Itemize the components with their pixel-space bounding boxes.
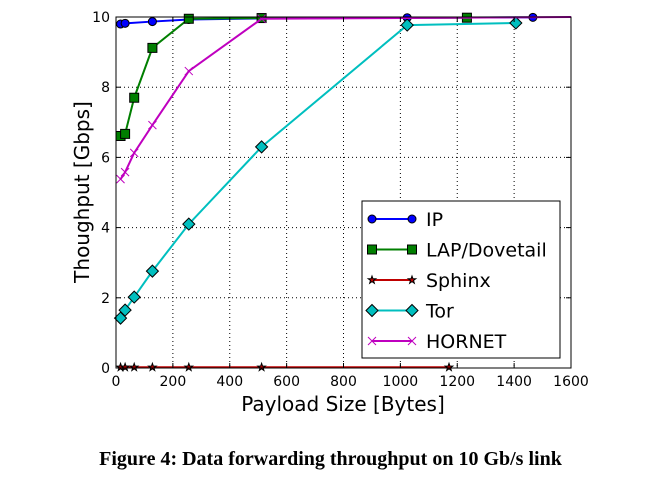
legend-item: Sphinx <box>366 270 491 292</box>
x-tick-label: 1600 <box>553 374 589 390</box>
data-point <box>183 13 194 24</box>
legend-item: IP <box>367 209 443 231</box>
data-point <box>254 140 269 154</box>
series-hornet <box>116 14 572 184</box>
legend-label: LAP/Dovetail <box>426 240 547 262</box>
data-point <box>147 42 158 53</box>
data-point <box>148 120 157 130</box>
data-point <box>119 361 131 372</box>
legend-marker <box>405 303 419 318</box>
y-tick-label: 6 <box>101 150 110 166</box>
x-tick-label: 600 <box>273 374 300 390</box>
x-tick-label: 800 <box>330 374 357 390</box>
series-sphinx <box>115 361 455 372</box>
series-tor <box>113 16 523 325</box>
y-tick-label: 8 <box>101 80 110 96</box>
legend-marker <box>367 214 377 224</box>
legend-item: LAP/Dovetail <box>367 240 547 262</box>
data-point <box>257 14 266 24</box>
ticks: 0 200 400 600 800 1000 1200 1400 1600 0 2 4 6 8 10 <box>92 10 589 390</box>
data-point <box>184 66 194 76</box>
x-tick-label: 1000 <box>383 374 419 390</box>
x-tick-label: 200 <box>160 374 187 390</box>
legend-marker <box>407 244 417 255</box>
data-point <box>127 290 141 304</box>
data-point <box>118 303 132 317</box>
data-point <box>183 361 195 372</box>
data-point <box>182 217 196 231</box>
data-point <box>256 361 267 372</box>
data-point <box>129 148 139 158</box>
legend-marker <box>366 274 378 285</box>
data-point <box>129 92 140 103</box>
legend-marker <box>407 336 417 346</box>
x-tick-label: 1200 <box>439 374 475 390</box>
data-point <box>509 16 523 30</box>
data-point <box>400 18 414 32</box>
data-point <box>145 264 160 278</box>
series-line <box>120 16 467 137</box>
y-tick-label: 4 <box>101 221 110 237</box>
data-point <box>147 17 157 27</box>
data-point <box>116 174 125 184</box>
data-point <box>120 167 130 177</box>
y-tick-label: 0 <box>101 361 110 377</box>
data-point <box>120 128 131 139</box>
series-lap-dovetail <box>115 12 472 141</box>
legend-marker <box>367 336 377 346</box>
data-point <box>120 18 130 28</box>
legend: IP LAP/Dovetail Sphinx Tor HORNET <box>361 200 561 359</box>
legend-item: HORNET <box>367 331 507 353</box>
data-point <box>443 361 455 372</box>
data-point <box>147 361 158 372</box>
x-axis-label: Payload Size [Bytes] <box>241 392 445 416</box>
y-tick-label: 10 <box>92 10 110 26</box>
legend-item: Tor <box>365 301 454 323</box>
throughput-chart: 0 200 400 600 800 1000 1200 1400 1600 0 2 4 6 8 10 Pay… <box>70 10 589 416</box>
x-tick-label: 400 <box>216 374 243 390</box>
series-line <box>119 16 572 180</box>
legend-label: Tor <box>425 301 454 323</box>
y-axis-label: Thoughput [Gbps] <box>70 101 94 284</box>
legend-label: HORNET <box>426 331 507 353</box>
series-group <box>113 12 572 372</box>
figure-caption: Figure 4: Data forwarding throughput on … <box>99 448 562 470</box>
data-point <box>128 361 140 372</box>
legend-label: IP <box>426 209 443 231</box>
legend-marker <box>365 303 379 318</box>
legend-marker <box>407 214 417 224</box>
legend-marker <box>367 244 377 255</box>
x-tick-label: 1400 <box>496 374 532 390</box>
y-tick-label: 2 <box>101 291 110 307</box>
legend-label: Sphinx <box>426 270 491 292</box>
x-tick-label: 0 <box>112 374 121 390</box>
legend-marker <box>406 274 418 285</box>
